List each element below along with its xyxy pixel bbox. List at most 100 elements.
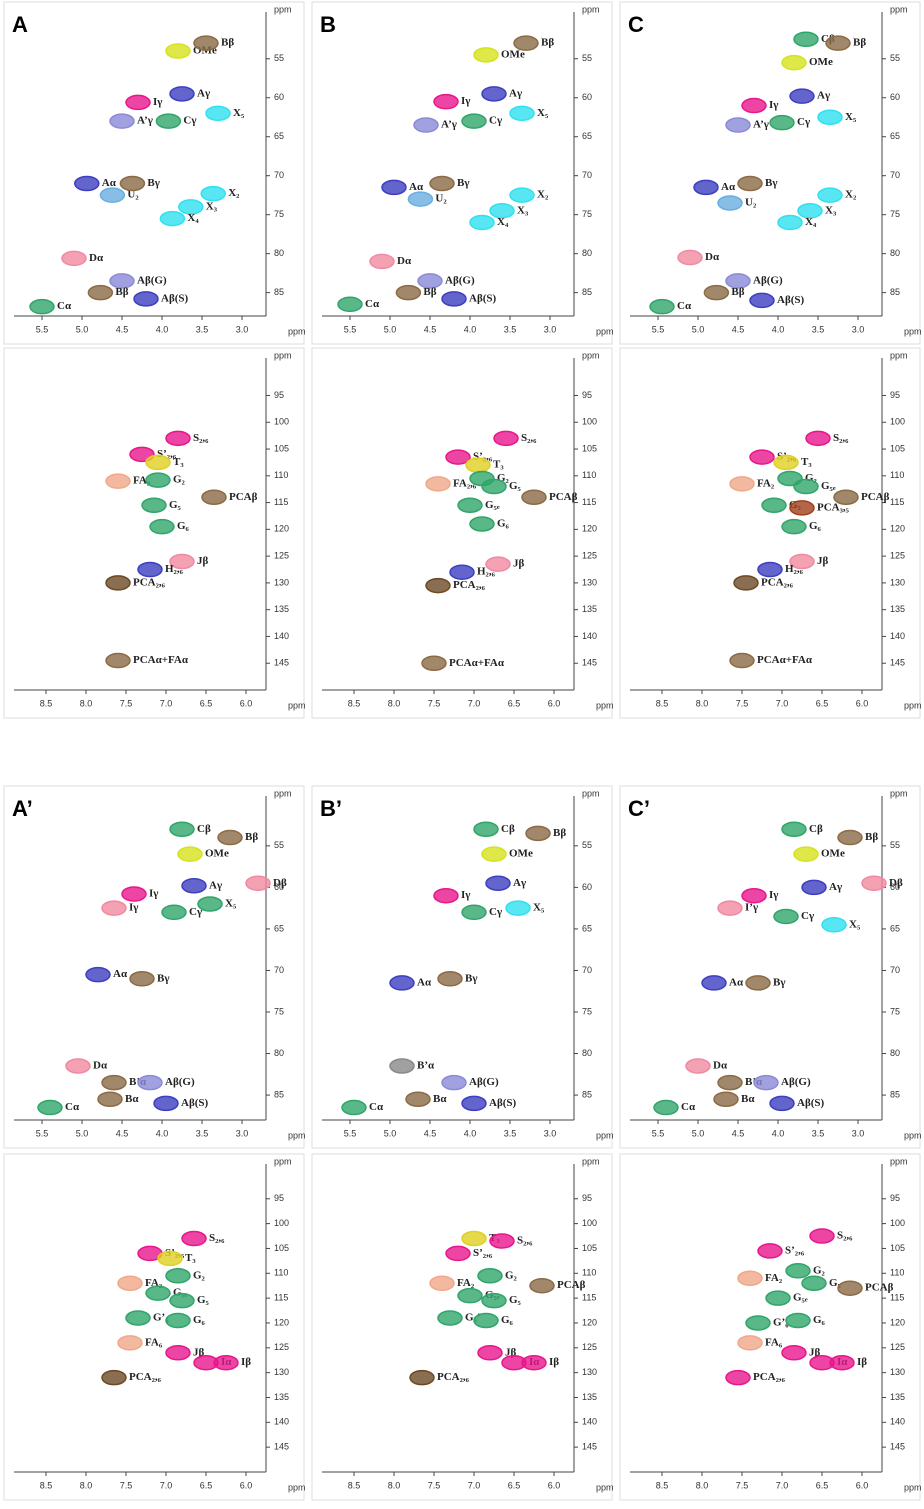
y-tick-label: 130 [274, 1367, 289, 1377]
y-tick-label: 145 [890, 658, 905, 668]
y-tick-label: 110 [274, 470, 288, 480]
y-tick-label: 95 [274, 1193, 284, 1203]
peak-label: X₅ [533, 902, 545, 914]
peak [478, 1269, 502, 1283]
peak [130, 972, 154, 986]
y-tick-label: 95 [274, 390, 284, 400]
peak-label: FA₂ [457, 1277, 475, 1289]
peak-label: Aβ(S) [797, 1097, 825, 1109]
peak [390, 976, 414, 990]
peak-label: PCAβ [549, 491, 578, 503]
peak-label: Cβ [809, 823, 823, 835]
peak-label: Bβ [853, 37, 866, 49]
peak-label: PCA₂,₆ [761, 576, 794, 588]
peak [442, 1076, 466, 1090]
peak-label: Iγ [769, 99, 778, 111]
x-axis-label: ppm [904, 1482, 922, 1492]
peak-label: Aα [102, 177, 117, 189]
x-tick-label: 7.5 [120, 1480, 133, 1490]
peak [810, 1229, 834, 1243]
y-tick-label: 115 [582, 1293, 596, 1303]
x-tick-label: 8.0 [388, 698, 401, 708]
x-tick-label: 5.5 [344, 324, 357, 334]
y-tick-label: 135 [274, 1392, 289, 1402]
panel: 5.55.04.54.03.53.055606570758085ppmppmOM… [4, 2, 306, 344]
panel-frame [312, 2, 612, 344]
peak-label: Bγ [457, 177, 469, 189]
peak [166, 1313, 190, 1327]
y-tick-label: 55 [890, 53, 900, 63]
panel: 5.55.04.54.03.53.055606570758085ppmppmCβ… [312, 786, 614, 1148]
x-axis-label: ppm [596, 326, 614, 336]
y-tick-label: 70 [890, 170, 900, 180]
y-tick-label: 135 [274, 604, 289, 614]
peak-label: PCA₂,₆ [753, 1371, 786, 1383]
y-tick-label: 145 [582, 658, 597, 668]
x-tick-label: 5.0 [384, 1128, 397, 1138]
peak [474, 822, 498, 836]
peak-label: U₂ [745, 197, 757, 209]
peak-label: Bγ [765, 177, 777, 189]
peak [338, 297, 362, 311]
peak-label: Aγ [513, 877, 526, 889]
peak [478, 1346, 502, 1360]
x-tick-label: 5.0 [692, 324, 705, 334]
peak [758, 1244, 782, 1258]
x-axis-label: ppm [904, 326, 922, 336]
y-tick-label: 145 [890, 1442, 905, 1452]
peak-label: X₂ [228, 187, 240, 199]
peak [370, 254, 394, 268]
peak-label: Cα [681, 1101, 696, 1113]
x-tick-label: 3.5 [504, 324, 517, 334]
peak [466, 458, 490, 472]
peak-label: Bγ [465, 972, 477, 984]
peak [718, 1076, 742, 1090]
x-tick-label: 5.5 [652, 1128, 665, 1138]
peak [742, 99, 766, 113]
peak-label: Bα [741, 1093, 755, 1105]
y-tick-label: 80 [890, 1048, 900, 1058]
x-tick-label: 6.5 [508, 698, 521, 708]
peak-label: G₆ [193, 1314, 206, 1326]
x-axis-label: ppm [288, 326, 306, 336]
y-tick-label: 115 [890, 497, 904, 507]
peak-label: Dα [93, 1060, 108, 1072]
panel-frame [620, 1154, 920, 1500]
y-tick-label: 110 [274, 1268, 288, 1278]
peak-label: G₅ₑ [821, 480, 836, 492]
peak [782, 1346, 806, 1360]
peak-label: Aα [417, 976, 432, 988]
peak-label: Aα [113, 968, 128, 980]
peak [100, 188, 124, 202]
peak [738, 176, 762, 190]
peak-label: G₅ [509, 1294, 522, 1306]
peak-label: FA₆ [145, 1336, 163, 1348]
peak [160, 212, 184, 226]
peak [66, 1059, 90, 1073]
figure: 5.55.04.54.03.53.055606570758085ppmppmOM… [0, 0, 924, 1504]
y-tick-label: 55 [274, 840, 284, 850]
peak [146, 473, 170, 487]
peak-label: T₃ [493, 459, 504, 471]
peak-label: Bβ [423, 286, 436, 298]
y-tick-label: 120 [274, 524, 289, 534]
peak [470, 517, 494, 531]
y-tick-label: 95 [890, 1193, 900, 1203]
y-tick-label: 100 [582, 417, 597, 427]
y-tick-label: 75 [890, 1006, 900, 1016]
peak [462, 1096, 486, 1110]
peak-label: Bβ [865, 831, 878, 843]
y-tick-label: 100 [274, 417, 289, 427]
peak [782, 822, 806, 836]
peak [522, 1356, 546, 1370]
panel: 5.55.04.54.03.53.055606570758085ppmppmCβ… [620, 2, 922, 344]
x-tick-label: 5.5 [652, 324, 665, 334]
y-axis-label: ppm [582, 350, 600, 360]
peak [730, 654, 754, 668]
peak [726, 118, 750, 132]
peak-label: X₅ [537, 107, 549, 119]
peak [150, 520, 174, 534]
x-tick-label: 4.5 [116, 1128, 129, 1138]
peak [434, 889, 458, 903]
